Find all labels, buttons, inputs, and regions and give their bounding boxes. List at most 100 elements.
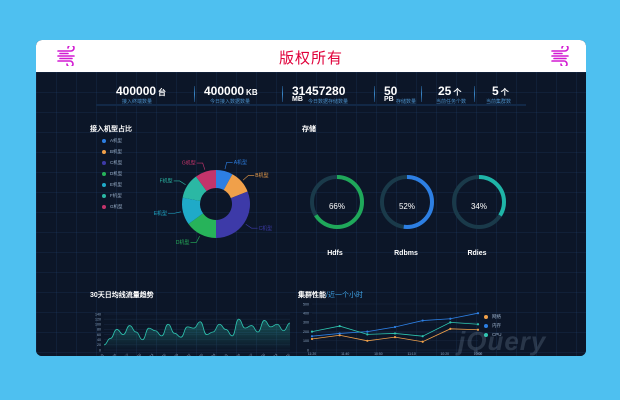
- legend-dot: [484, 314, 488, 319]
- legend-dot: [102, 149, 106, 154]
- donut-slice[interactable]: [216, 170, 233, 190]
- legend-label: D机型: [110, 171, 123, 176]
- donut-slice[interactable]: [216, 191, 250, 238]
- legend-item[interactable]: C机型: [102, 160, 122, 166]
- series-point[interactable]: [366, 330, 369, 333]
- ring-percent: 52%: [398, 202, 415, 211]
- cluster-chart: 500 400 300 200 100 011:20 11:40 10:50 11:10 10:2…: [303, 302, 482, 356]
- legend-item[interactable]: D机型: [102, 171, 122, 177]
- stat-terminals: 400000 台 接入终端数量: [116, 82, 167, 105]
- donut-slice[interactable]: [182, 197, 204, 224]
- legend-dot: [102, 182, 106, 187]
- stat-value: 5: [492, 84, 499, 98]
- donut-title: 接入机型占比: [90, 126, 132, 133]
- donut-slice[interactable]: [223, 174, 248, 199]
- stat-divider: [194, 86, 195, 102]
- traffic-line: [103, 318, 291, 346]
- legend-label: F机型: [110, 193, 122, 198]
- legend-dot: [484, 323, 488, 328]
- storage-rings: [310, 175, 506, 229]
- legend-item[interactable]: F机型: [102, 193, 122, 199]
- stat-label: 今日接入数据数量: [210, 99, 251, 105]
- stat-value: 400000: [116, 84, 157, 98]
- series-point[interactable]: [449, 321, 452, 324]
- legend-dot: [102, 171, 106, 176]
- slice-label: B机型: [255, 172, 268, 179]
- y-tick-label: 500: [303, 302, 309, 306]
- series-point[interactable]: [310, 337, 314, 341]
- label-leader: [196, 162, 206, 170]
- x-tick-label: 5/7: [123, 353, 129, 356]
- series-point[interactable]: [421, 319, 424, 322]
- donut-slice[interactable]: [196, 170, 216, 192]
- label-leader: [224, 162, 233, 170]
- stat-label: 存储数量: [396, 99, 417, 105]
- legend-item[interactable]: 内存: [484, 323, 501, 329]
- x-tick-label: 6/4: [235, 353, 241, 356]
- series-point[interactable]: [476, 328, 480, 331]
- series-point[interactable]: [393, 332, 397, 335]
- series-point[interactable]: [366, 333, 369, 336]
- series-point[interactable]: [366, 339, 369, 342]
- x-tick-label: 6/1: [223, 353, 229, 356]
- series-line: [311, 328, 479, 343]
- y-tick-label: 120: [95, 317, 101, 321]
- label-leader: [242, 175, 255, 181]
- donut-slice[interactable]: [188, 213, 216, 238]
- x-tick-label: 5/13: [147, 353, 155, 356]
- label-leader: [173, 180, 186, 185]
- stat-value: 400000: [204, 84, 245, 98]
- ring-label: Hdfs: [327, 250, 343, 257]
- slice-label: C机型: [259, 225, 273, 232]
- series-point[interactable]: [449, 317, 452, 320]
- stat-unit: PB: [384, 96, 394, 103]
- slice-label: D机型: [176, 239, 190, 246]
- series-point[interactable]: [338, 334, 341, 337]
- x-tick-label: 10:20: [441, 352, 450, 356]
- donut-chart: A机型 B机型 C机型 D机型 E机型 F机型 G机型: [154, 159, 273, 246]
- label-leader: [190, 235, 200, 243]
- cluster-title-main: 集群性能: [298, 292, 326, 299]
- legend-item[interactable]: G机型: [102, 204, 123, 210]
- stat-label: 接入终端数量: [122, 99, 153, 105]
- x-tick-label: 11:10: [407, 352, 415, 356]
- legend-item[interactable]: B机型: [102, 149, 122, 155]
- legend-dot: [102, 138, 106, 143]
- x-tick-label: 5/22: [184, 353, 192, 356]
- cluster-title: 集群性能/近一个小时: [298, 290, 363, 300]
- series-point[interactable]: [421, 335, 424, 338]
- legend-dot: [102, 204, 106, 209]
- series-point[interactable]: [476, 323, 480, 326]
- series-point[interactable]: [393, 325, 397, 329]
- series-point[interactable]: [338, 332, 341, 335]
- legend-item[interactable]: 网络: [484, 314, 501, 320]
- series-point[interactable]: [449, 327, 452, 330]
- y-tick-label: 80: [97, 328, 101, 332]
- stat-value: 50: [384, 84, 398, 98]
- legend-item[interactable]: A机型: [102, 138, 122, 144]
- traffic-title: 30天日均线流量趋势: [90, 292, 154, 299]
- series-point[interactable]: [310, 335, 314, 338]
- stat-unit: 个: [500, 88, 509, 97]
- legend-item[interactable]: E机型: [102, 182, 122, 188]
- stat-label: 今日数据存储数量: [308, 99, 349, 105]
- stat-divider: [421, 86, 422, 102]
- slice-label: G机型: [182, 160, 196, 167]
- stat-unit: 台: [158, 88, 167, 97]
- legend-item[interactable]: CPU: [484, 332, 502, 337]
- x-tick-label: 5/10: [134, 353, 142, 356]
- x-tick-label: 5/28: [209, 353, 217, 356]
- stat-tasks: 25 个 当前任务个数: [436, 82, 466, 105]
- donut-slice[interactable]: [182, 176, 207, 202]
- slice-label: A机型: [234, 159, 247, 166]
- legend-dot: [102, 160, 106, 165]
- series-point[interactable]: [421, 340, 424, 343]
- y-tick-label: 140: [95, 312, 101, 316]
- series-point[interactable]: [393, 336, 397, 339]
- series-point[interactable]: [310, 330, 314, 333]
- stat-divider: [282, 86, 283, 102]
- series-point[interactable]: [338, 324, 341, 328]
- stat-unit: KB: [246, 88, 258, 97]
- series-point[interactable]: [476, 312, 480, 315]
